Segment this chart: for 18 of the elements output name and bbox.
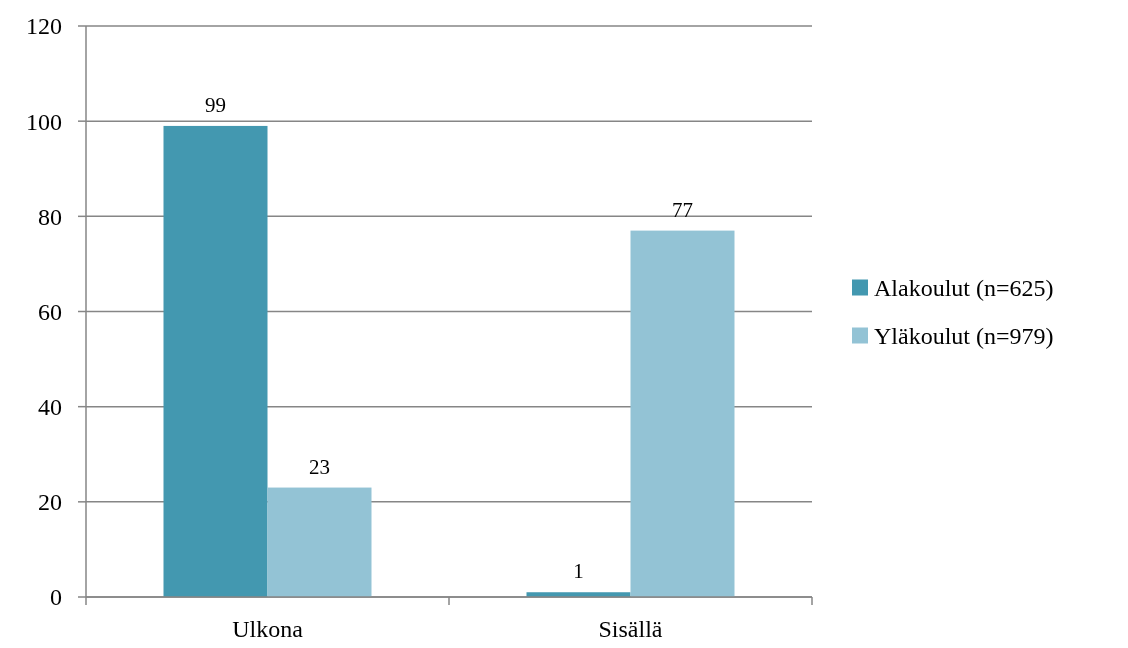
x-tick-label: Ulkona: [232, 616, 304, 642]
y-tick-label: 40: [38, 394, 62, 421]
x-tick-label: Sisällä: [598, 616, 663, 642]
data-label: 99: [205, 92, 226, 117]
data-label: 23: [309, 454, 330, 479]
data-label: 1: [573, 559, 584, 584]
bar: [630, 230, 735, 597]
bar: [163, 125, 268, 597]
y-tick-label: 60: [38, 298, 62, 325]
legend-label: Alakoulut (n=625): [874, 274, 1054, 301]
y-tick-label: 100: [26, 108, 62, 135]
y-tick-label: 80: [38, 203, 62, 230]
bar: [267, 487, 372, 597]
y-tick-label: 120: [26, 13, 62, 40]
y-tick-label: 0: [50, 584, 62, 611]
y-tick-label: 20: [38, 489, 62, 516]
data-label: 77: [672, 197, 693, 222]
legend-label: Yläkoulut (n=979): [874, 322, 1054, 349]
